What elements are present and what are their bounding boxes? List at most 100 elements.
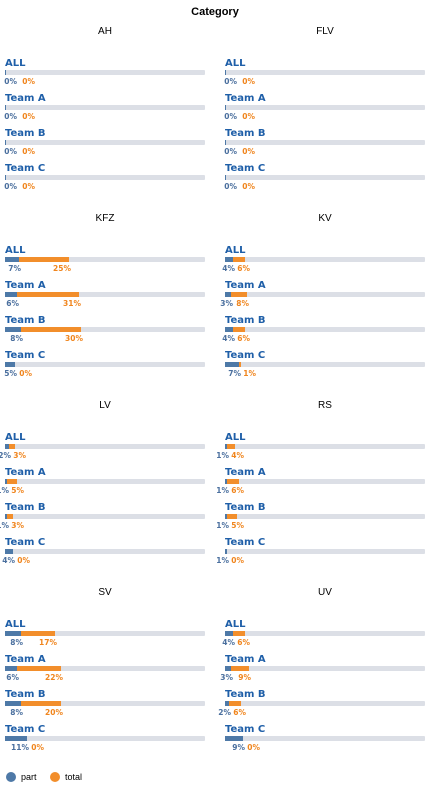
bar-track <box>225 292 425 297</box>
total-value-label: 0% <box>22 77 35 86</box>
chart-title: Category <box>191 6 240 18</box>
bar-track <box>5 479 205 484</box>
part-value-label: 0% <box>224 182 237 191</box>
part-value-label: 1% <box>216 451 229 460</box>
bar-track <box>5 736 205 741</box>
bar-row: Team B 8% 30% <box>5 315 205 343</box>
legend-swatch <box>6 772 16 782</box>
row-label: Team A <box>225 93 266 104</box>
bar-row: Team C 7% 1% <box>225 350 425 378</box>
total-value-label: 20% <box>45 708 63 717</box>
row-label: Team A <box>5 93 46 104</box>
total-bar <box>227 479 239 484</box>
total-value-label: 5% <box>231 521 244 530</box>
panel-kfz: KFZ ALL 7% 25% Team A 6% 31% Team B 8% 30% Team C 5… <box>4 213 205 378</box>
row-label: Team A <box>5 280 46 291</box>
bar-row: Team C 4% 0% <box>2 537 205 565</box>
part-value-label: 3% <box>220 299 233 308</box>
row-label: ALL <box>225 58 246 69</box>
row-label: ALL <box>225 619 246 630</box>
part-value-label: 0% <box>4 182 17 191</box>
panel-title: KV <box>318 213 332 224</box>
part-value-label: 3% <box>220 673 233 682</box>
row-label: ALL <box>5 619 26 630</box>
bar-row: Team C 1% 0% <box>216 537 425 565</box>
total-value-label: 0% <box>242 147 255 156</box>
row-label: Team B <box>225 502 266 513</box>
panel-title: UV <box>318 587 332 598</box>
bar-track <box>225 140 425 145</box>
row-label: Team B <box>5 689 46 700</box>
bar-row: Team C 0% 0% <box>224 163 425 191</box>
part-value-label: 11% <box>11 743 29 752</box>
panel-ah: AH ALL 0% 0% Team A 0% 0% Team B 0% 0% Team C 0% 0% <box>4 26 205 191</box>
bar-row: ALL 1% 4% <box>216 432 425 460</box>
part-bar <box>5 631 21 636</box>
row-label: Team C <box>225 537 265 548</box>
row-label: Team A <box>5 654 46 665</box>
part-bar <box>225 362 239 367</box>
total-bar <box>17 666 61 671</box>
row-label: ALL <box>225 432 246 443</box>
part-bar <box>5 701 21 706</box>
bar-row: Team C 9% 0% <box>225 724 425 752</box>
bar-track <box>225 549 425 554</box>
panel-title: KFZ <box>96 213 115 224</box>
part-bar <box>5 105 6 110</box>
row-label: Team A <box>5 467 46 478</box>
total-value-label: 0% <box>247 743 260 752</box>
part-value-label: 6% <box>6 299 19 308</box>
part-value-label: 0% <box>4 147 17 156</box>
part-bar <box>5 327 21 332</box>
part-value-label: 1% <box>216 486 229 495</box>
bar-row: ALL 2% 3% <box>0 432 205 460</box>
total-value-label: 0% <box>22 112 35 121</box>
row-label: Team B <box>225 128 266 139</box>
row-label: ALL <box>5 432 26 443</box>
total-bar <box>233 257 245 262</box>
bar-track <box>5 70 205 75</box>
bar-track <box>225 631 425 636</box>
panel-title: AH <box>98 26 112 37</box>
panel-title: RS <box>318 400 332 411</box>
panel-title: SV <box>98 587 112 598</box>
row-label: Team B <box>5 315 46 326</box>
part-bar <box>225 514 227 519</box>
part-value-label: 1% <box>0 486 9 495</box>
bar-row: Team C 0% 0% <box>4 163 205 191</box>
part-bar <box>225 70 226 75</box>
part-bar <box>225 549 227 554</box>
bar-row: Team B 8% 20% <box>5 689 205 717</box>
total-bar <box>19 257 69 262</box>
total-bar <box>231 292 247 297</box>
part-bar <box>5 514 7 519</box>
legend-label: total <box>65 772 82 782</box>
total-bar <box>17 292 79 297</box>
total-value-label: 9% <box>238 673 251 682</box>
row-label: Team B <box>5 502 46 513</box>
part-bar <box>225 736 243 741</box>
total-bar <box>229 701 241 706</box>
part-value-label: 5% <box>4 369 17 378</box>
total-bar <box>233 327 245 332</box>
bar-track <box>225 514 425 519</box>
total-value-label: 31% <box>63 299 81 308</box>
part-value-label: 0% <box>224 147 237 156</box>
bar-row: Team B 1% 5% <box>216 502 425 530</box>
part-bar <box>5 140 6 145</box>
part-bar <box>225 327 233 332</box>
part-bar <box>5 257 19 262</box>
part-value-label: 6% <box>6 673 19 682</box>
bar-row: Team A 6% 22% <box>5 654 205 682</box>
bar-track <box>225 257 425 262</box>
part-bar <box>5 292 17 297</box>
bar-row: ALL 8% 17% <box>5 619 205 647</box>
part-value-label: 8% <box>10 334 23 343</box>
bar-row: ALL 0% 0% <box>224 58 425 86</box>
part-value-label: 4% <box>2 556 15 565</box>
legend-item-part: part <box>6 772 37 782</box>
